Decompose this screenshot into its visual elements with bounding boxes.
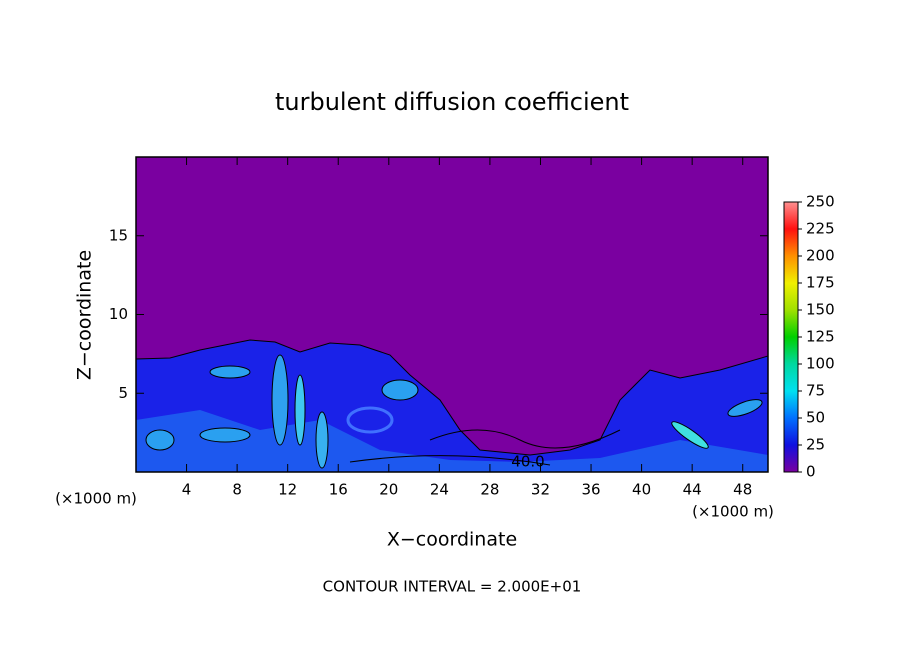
x-axis-label: X−coordinate — [387, 529, 517, 551]
x-tick-label: 16 — [329, 481, 348, 499]
colorbar-tick-label: 50 — [806, 409, 825, 427]
colorbar-tick-label: 125 — [806, 328, 835, 346]
y-axis-label: Z−coordinate — [74, 250, 96, 380]
colorbar-tick-label: 25 — [806, 436, 825, 454]
chart-title: turbulent diffusion coefficient — [275, 88, 629, 116]
y-unit-label: (×1000 m) — [55, 490, 137, 508]
y-tick-label: 5 — [118, 384, 128, 402]
x-tick-label: 32 — [531, 481, 550, 499]
x-unit-label: (×1000 m) — [692, 503, 774, 521]
footer: CONTOUR INTERVAL = 2.000E+01 — [323, 578, 582, 596]
colorbar-tick-label: 150 — [806, 301, 835, 319]
colorbar-tick-label: 200 — [806, 247, 835, 265]
colorbar-tick-label: 225 — [806, 220, 835, 238]
x-tick-label: 40 — [632, 481, 651, 499]
colorbar-tick-label: 175 — [806, 274, 835, 292]
colorbar-tick-label: 250 — [806, 193, 835, 211]
x-tick-label: 48 — [733, 481, 752, 499]
y-tick-label: 15 — [109, 226, 128, 244]
x-tick-label: 24 — [430, 481, 449, 499]
x-tick-label: 4 — [182, 481, 192, 499]
contour-label: 40.0 — [511, 453, 544, 471]
colorbar-tick-label: 0 — [806, 463, 816, 481]
x-tick-label: 44 — [683, 481, 702, 499]
x-tick-label: 12 — [278, 481, 297, 499]
colorbar-tick-label: 100 — [806, 355, 835, 373]
x-tick-label: 28 — [480, 481, 499, 499]
x-tick-label: 36 — [581, 481, 600, 499]
plot-area: 40.0 — [135, 156, 769, 473]
colorbar — [783, 201, 799, 473]
field-region — [136, 339, 768, 472]
x-tick-label: 8 — [232, 481, 242, 499]
x-tick-label: 20 — [379, 481, 398, 499]
y-tick-label: 10 — [109, 305, 128, 323]
colorbar-tick-label: 75 — [806, 382, 825, 400]
